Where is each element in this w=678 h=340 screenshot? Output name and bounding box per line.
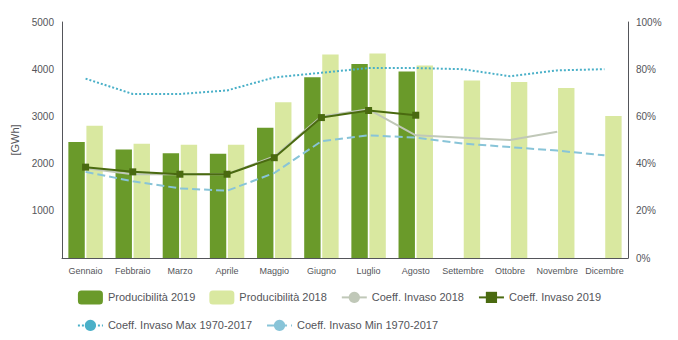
svg-text:Novembre: Novembre — [536, 266, 578, 276]
svg-text:2000: 2000 — [32, 158, 55, 169]
svg-text:100%: 100% — [636, 17, 662, 28]
svg-text:Agosto: Agosto — [402, 266, 430, 276]
svg-text:0%: 0% — [636, 253, 651, 264]
svg-text:Dicembre: Dicembre — [585, 266, 624, 276]
svg-text:Marzo: Marzo — [167, 266, 192, 276]
svg-text:Producibilità 2018: Producibilità 2018 — [239, 291, 326, 303]
svg-text:Luglio: Luglio — [357, 266, 381, 276]
svg-text:Maggio: Maggio — [259, 266, 289, 276]
svg-text:Aprile: Aprile — [216, 266, 239, 276]
svg-text:Coeff. Invaso 2018: Coeff. Invaso 2018 — [372, 291, 464, 303]
svg-text:Settembre: Settembre — [442, 266, 484, 276]
svg-text:40%: 40% — [636, 158, 656, 169]
svg-text:5000: 5000 — [32, 17, 55, 28]
svg-text:Ottobre: Ottobre — [495, 266, 525, 276]
svg-text:Febbraio: Febbraio — [115, 266, 151, 276]
svg-text:Coeff. Invaso 2019: Coeff. Invaso 2019 — [509, 291, 601, 303]
svg-text:Coeff. Invaso Min 1970-2017: Coeff. Invaso Min 1970-2017 — [297, 319, 438, 331]
svg-text:Producibilità 2019: Producibilità 2019 — [108, 291, 195, 303]
svg-text:[GWh]: [GWh] — [9, 124, 21, 155]
svg-text:80%: 80% — [636, 64, 656, 75]
svg-text:Gennaio: Gennaio — [69, 266, 103, 276]
svg-text:3000: 3000 — [32, 111, 55, 122]
svg-text:Giugno: Giugno — [307, 266, 336, 276]
svg-text:Coeff. Invaso Max 1970-2017: Coeff. Invaso Max 1970-2017 — [108, 319, 252, 331]
svg-text:1000: 1000 — [32, 205, 55, 216]
svg-text:20%: 20% — [636, 205, 656, 216]
svg-text:4000: 4000 — [32, 64, 55, 75]
svg-text:60%: 60% — [636, 111, 656, 122]
